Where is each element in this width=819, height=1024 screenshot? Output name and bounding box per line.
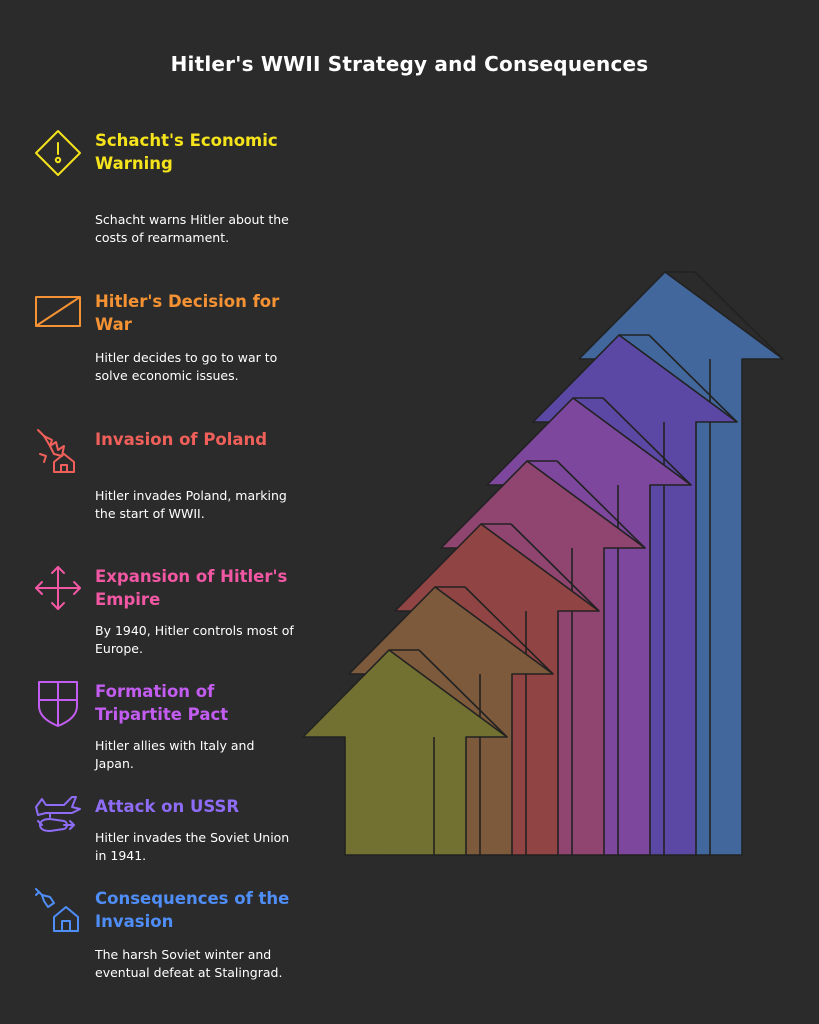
page-title: Hitler's WWII Strategy and Consequences (170, 52, 649, 76)
arrow-1 (302, 649, 508, 856)
step-description: Schacht warns Hitler about the costs of … (95, 212, 289, 245)
step-title: Invasion of Poland (95, 430, 268, 449)
rectangle-slash-icon (34, 290, 82, 338)
step-description: Hitler invades Poland, marking the start… (95, 488, 287, 521)
shield-cross-icon (34, 680, 82, 728)
step-title: Formation of Tripartite Pact (95, 682, 229, 724)
step-title: Hitler's Decision for War (95, 292, 280, 334)
step-description: Hitler decides to go to war to solve eco… (95, 350, 278, 383)
step-description: The harsh Soviet winter and eventual def… (95, 947, 283, 980)
house-missile-icon (34, 887, 82, 935)
plane-bomb-icon (34, 795, 82, 843)
step-title: Consequences of the Invasion (95, 889, 290, 931)
step-title: Attack on USSR (95, 797, 240, 816)
bombed-house-icon (34, 428, 82, 476)
step-description: Hitler invades the Soviet Union in 1941. (95, 830, 290, 863)
step-title: Expansion of Hitler's Empire (95, 567, 288, 609)
step-description: By 1940, Hitler controls most of Europe. (95, 623, 294, 656)
step-title: Schacht's Economic Warning (95, 131, 278, 173)
move-arrows-icon (34, 565, 82, 613)
step-description: Hitler allies with Italy and Japan. (95, 738, 255, 771)
warning-diamond-icon (34, 129, 82, 177)
